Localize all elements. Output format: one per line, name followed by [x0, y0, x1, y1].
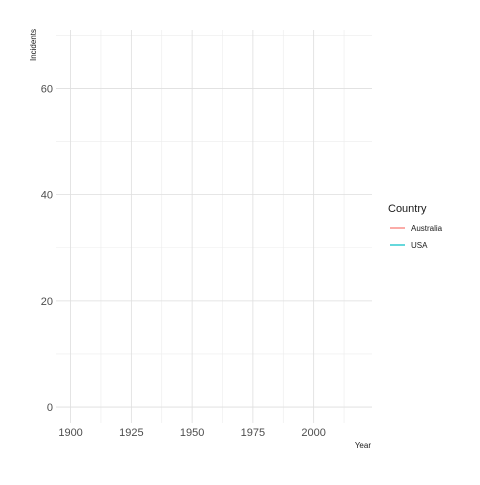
- legend: Country Australia USA: [388, 203, 443, 250]
- y-tick-label: 60: [41, 83, 53, 95]
- x-tick-label: 1975: [241, 427, 265, 439]
- y-tick-label: 20: [41, 296, 53, 308]
- gridlines: [56, 30, 372, 423]
- tick-labels: 1900 1925 1950 1975 2000 0 20 40 60: [41, 83, 326, 439]
- x-tick-label: 1900: [58, 427, 82, 439]
- y-axis-title: Incidents: [29, 29, 38, 61]
- legend-label: Australia: [411, 224, 443, 233]
- x-tick-label: 1950: [180, 427, 204, 439]
- legend-items: Australia USA: [390, 224, 443, 250]
- y-tick-label: 40: [41, 190, 53, 202]
- legend-item: Australia: [390, 224, 443, 233]
- legend-item: USA: [390, 241, 428, 250]
- legend-label: USA: [411, 241, 428, 250]
- x-tick-label: 2000: [301, 427, 325, 439]
- y-tick-label: 0: [47, 402, 53, 414]
- x-tick-label: 1925: [119, 427, 143, 439]
- x-axis-title: Year: [355, 441, 372, 450]
- legend-title: Country: [388, 203, 427, 215]
